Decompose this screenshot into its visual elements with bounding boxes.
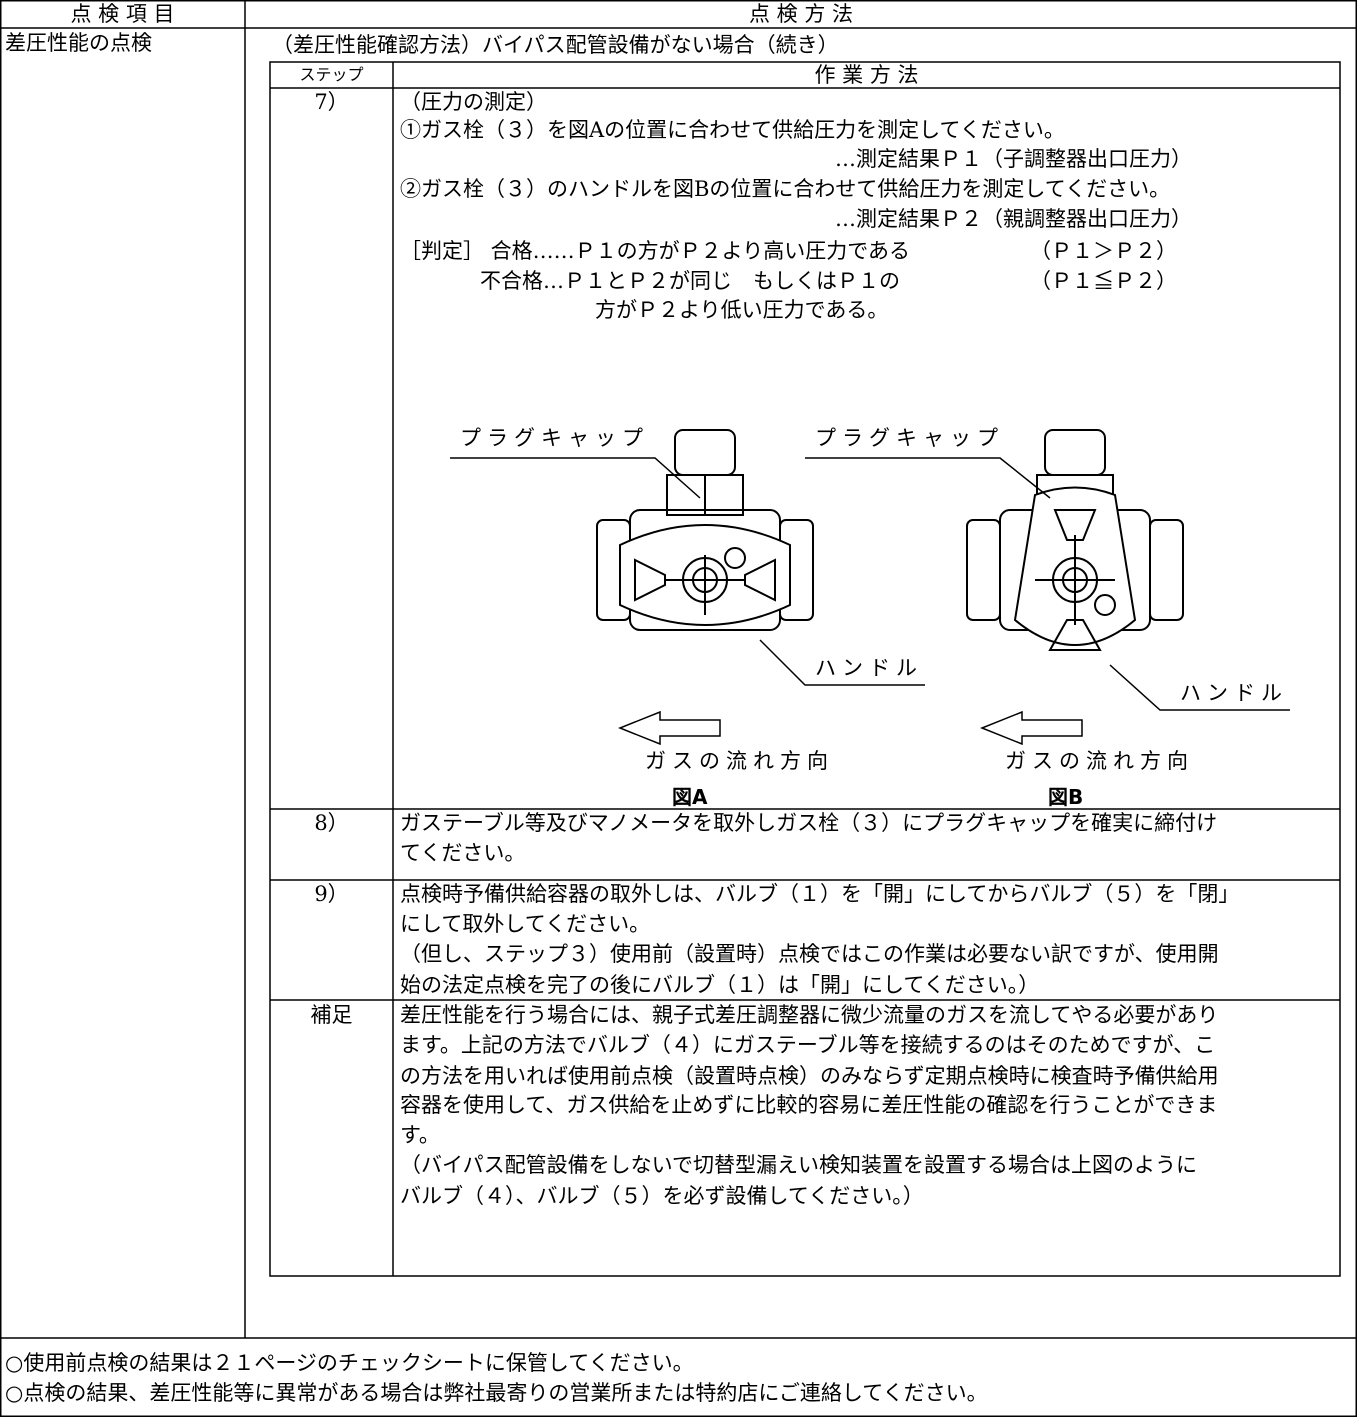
text-line: す。 [400,1123,440,1147]
step: 7） [314,90,349,114]
text-line: ①ガス栓（３）を図Aの位置に合わせて供給圧力を測定してください。 [400,118,1065,142]
section-title: （差圧性能確認方法）バイパス配管設備がない場合（続き） [272,33,839,57]
note: ○点検の結果、差圧性能等に異常がある場合は弊社最寄りの営業所または特約店にご連絡… [5,1381,988,1405]
text-line: バルブ（４）、バルブ（５）を必ず設備してください。） [400,1184,924,1208]
handle-label: ハンドル [815,656,923,680]
valve-a [596,429,814,631]
text-line: （圧力の測定） [400,90,547,114]
method-header: 作 業 方 法 [814,63,919,87]
leaders [450,457,1290,746]
text-line: （Ｐ１＞Ｐ２） [1030,239,1177,263]
text-line: （バイパス配管設備をしないで切替型漏えい検知装置を設置する場合は上図のように [400,1153,1197,1177]
cap-label: プラグキャップ [815,426,1004,450]
text-line: …測定結果Ｐ２（親調整器出口圧力） [835,207,1192,231]
text-line: 点検時予備供給容器の取外しは、バルブ（１）を「開」にしてからバルブ（５）を「閉」 [400,882,1240,906]
step: 補足 [310,1003,353,1027]
text-line: （Ｐ１≦Ｐ２） [1030,269,1177,293]
text-line: 容器を使用して、ガス供給を止めずに比較的容易に差圧性能の確認を行うことができま [400,1093,1218,1117]
note: ○使用前点検の結果は２１ページのチェックシートに保管してください。 [5,1351,694,1375]
figure-caption: 図B [1048,785,1084,809]
header-item: 点 検 項 目 [70,2,175,26]
text-line: の方法を用いれば使用前点検（設置時点検）のみならず定期点検時に検査時予備供給用 [400,1064,1219,1088]
flow-label: ガスの流れ方向 [1005,749,1194,773]
text-line: 不合格…Ｐ１とＰ２が同じ もしくはＰ１の [480,269,900,293]
text-line: 方がＰ２より低い圧力である。 [595,298,889,322]
cap-label: プラグキャップ [460,426,649,450]
text-line: ②ガス栓（３）のハンドルを図Bの位置に合わせて供給圧力を測定してください。 [400,177,1171,201]
text-line: ［判定］ 合格……Ｐ１の方がＰ２より高い圧力である [400,239,911,263]
valve-b [966,429,1184,651]
handle-label: ハンドル [1180,681,1288,705]
step: 8） [314,811,349,835]
text-line: てください。 [400,841,526,865]
figure-caption: 図A [672,785,708,809]
text-line: 始の法定点検を完了の後にバルブ（１）は「開」にしてください。） [400,973,1040,997]
text-line: 差圧性能を行う場合には、親子式差圧調整器に微少流量のガスを流してやる必要があり [400,1003,1219,1027]
text-line: ます。上記の方法でバルブ（４）にガステーブル等を接続するのはそのためですが、こ [400,1033,1216,1057]
text-line: …測定結果Ｐ１（子調整器出口圧力） [835,147,1192,171]
flow-label: ガスの流れ方向 [645,749,834,773]
step: 9） [314,882,349,906]
item: 差圧性能の点検 [5,31,152,55]
text-line: （但し、ステップ３）使用前（設置時）点検ではこの作業は必要ない訳ですが、使用開 [400,942,1219,966]
step-header: ステップ [299,65,364,84]
header-method: 点 検 方 法 [748,2,854,26]
text-line: ガステーブル等及びマノメータを取外しガス栓（３）にプラグキャップを確実に締付け [400,811,1218,835]
text-line: にして取外してください。 [400,912,651,936]
